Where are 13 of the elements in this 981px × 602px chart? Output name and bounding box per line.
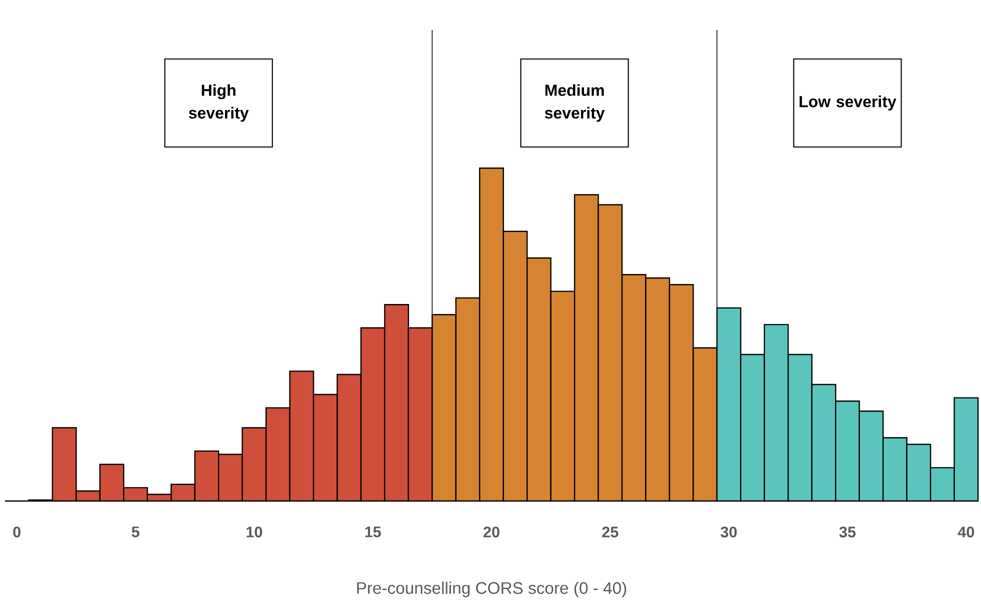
- text: Low severity: [800, 96, 896, 111]
- x-tick-label: 25: [602, 526, 618, 538]
- x-tick-label: 0: [13, 526, 21, 538]
- x-tick-label: 15: [365, 526, 381, 538]
- x-tick-label: 5: [132, 526, 140, 538]
- x-tick-label: 40: [958, 526, 974, 538]
- x-tick-label: 10: [246, 526, 262, 538]
- x-tick-label: 30: [720, 526, 737, 538]
- x-tick-label: 20: [484, 526, 500, 538]
- text: Medium severity: [544, 84, 605, 122]
- x-axis-title: Pre-counselling CORS score (0 - 40): [357, 582, 626, 598]
- text: High severity: [188, 84, 249, 122]
- x-tick-label: 35: [839, 526, 856, 538]
